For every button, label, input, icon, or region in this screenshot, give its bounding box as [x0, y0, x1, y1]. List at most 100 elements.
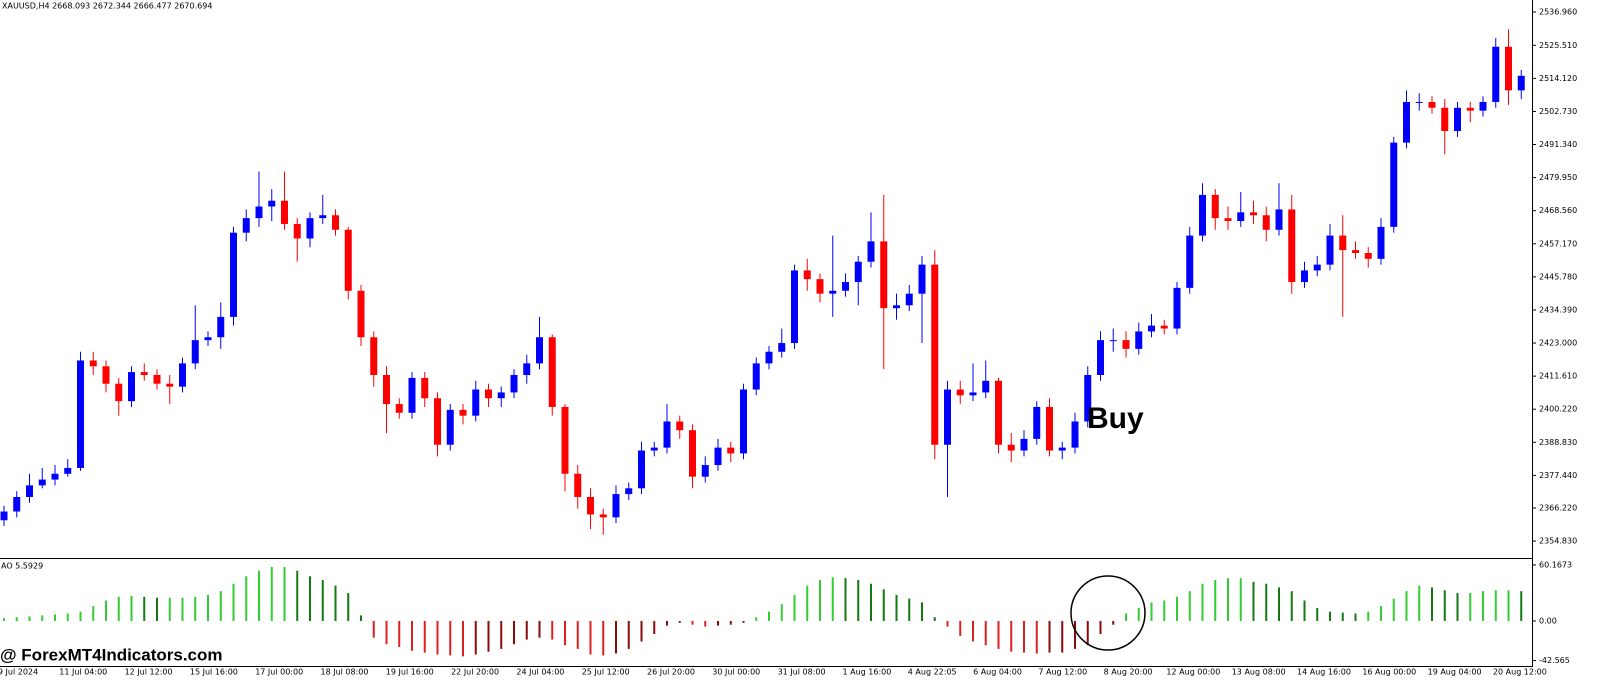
ao-bar	[768, 611, 770, 621]
candle-body	[179, 363, 186, 387]
x-tick-label: 20 Aug 12:00	[1493, 668, 1547, 677]
candle-body	[395, 404, 403, 413]
candle-body	[0, 511, 8, 521]
x-tick-label: 13 Aug 08:00	[1232, 668, 1286, 677]
ao-bar	[130, 595, 133, 621]
candle-body	[1479, 101, 1487, 111]
ao-bar	[933, 617, 936, 621]
ao-bar	[423, 620, 426, 653]
candle-body	[1326, 235, 1334, 265]
candle-body	[434, 398, 441, 445]
ao-bar	[1329, 611, 1331, 621]
y-tick-label: 2468.560	[1539, 206, 1577, 215]
ao-bar	[1227, 578, 1229, 621]
x-tick-label: 19 Aug 04:00	[1428, 668, 1482, 677]
candle-body	[663, 421, 671, 448]
ao-bar	[3, 618, 5, 621]
candle-body	[1415, 101, 1423, 103]
y-tick-label: 0.00	[1539, 616, 1557, 625]
y-tick-label: -42.565	[1539, 656, 1570, 665]
candle-body	[344, 229, 352, 291]
candle-body	[1058, 447, 1066, 451]
ao-bar	[258, 570, 260, 621]
ao-bar	[627, 620, 630, 649]
candle-body	[638, 450, 645, 489]
x-tick-label: 1 Aug 16:00	[842, 668, 891, 677]
y-tick-label: 60.1673	[1539, 560, 1572, 569]
ao-bar	[334, 585, 337, 621]
ao-bar	[1188, 591, 1191, 621]
ao-bar	[436, 620, 439, 655]
ao-bar	[487, 620, 490, 652]
candle-body	[115, 383, 123, 402]
ao-bar	[462, 620, 464, 657]
ao-bar	[946, 620, 949, 627]
ao-bar	[857, 580, 860, 621]
ao-bar	[1176, 596, 1178, 621]
ao-bar	[1112, 620, 1115, 625]
x-tick-label: 31 Jul 08:00	[778, 668, 826, 677]
candle-body	[370, 337, 378, 376]
candle-body	[357, 290, 365, 338]
ao-bar	[398, 620, 401, 648]
ao-bar	[780, 604, 783, 621]
candle-body	[332, 215, 339, 230]
ao-bar	[1061, 620, 1064, 653]
ao-bar	[1278, 587, 1280, 621]
candle-body	[880, 241, 888, 309]
ao-bar	[207, 594, 209, 621]
ao-bar	[372, 620, 375, 638]
ao-bar	[729, 620, 732, 625]
candle-body	[650, 447, 658, 451]
candle-body	[1122, 340, 1130, 349]
candle-body	[829, 290, 837, 294]
ao-bar	[1456, 593, 1459, 621]
y-tick-label: 2366.220	[1539, 503, 1577, 512]
candle-body	[714, 447, 722, 466]
ao-bar	[41, 615, 44, 621]
candle-body	[1377, 226, 1385, 259]
candle-body	[51, 473, 59, 480]
ao-bar	[793, 594, 796, 621]
ao-bar	[28, 616, 31, 621]
candle-body	[293, 223, 301, 239]
candle-body	[1199, 194, 1206, 236]
candle-body	[944, 389, 951, 445]
ao-bar	[1507, 590, 1510, 621]
candle-body	[676, 421, 684, 431]
ao-bar	[1520, 591, 1523, 621]
x-tick-label: 18 Jul 08:00	[321, 668, 369, 677]
candle-body	[931, 264, 939, 445]
symbol-header: XAUUSD,H4 2668.093 2672.344 2666.477 267…	[2, 2, 212, 11]
indicator-title: AO 5.5929	[1, 562, 43, 571]
candle-body	[408, 377, 416, 413]
ao-bar	[385, 620, 388, 645]
ao-bar	[1214, 580, 1217, 621]
candle-body	[1454, 107, 1461, 132]
candle-body	[1173, 287, 1181, 329]
ao-bar	[1482, 591, 1484, 621]
ao-bar	[1290, 591, 1293, 621]
candle-body	[982, 380, 990, 393]
ao-bar	[1405, 591, 1408, 621]
y-tick-label: 2388.830	[1539, 438, 1577, 447]
candle-body	[1390, 142, 1398, 227]
x-tick-label: 11 Jul 04:00	[59, 668, 107, 677]
x-tick-label: 19 Jul 16:00	[386, 668, 434, 677]
candle-body	[854, 261, 862, 283]
candle-body	[319, 215, 327, 219]
candle-body	[281, 200, 288, 224]
candle-body	[255, 206, 263, 219]
candle-body	[1428, 101, 1436, 108]
candle-body	[816, 279, 824, 294]
ao-bar	[1048, 620, 1051, 653]
candle-body	[268, 200, 276, 207]
candle-body	[446, 409, 454, 445]
candle-body	[1135, 331, 1143, 349]
y-tick-label: 2445.780	[1539, 272, 1577, 281]
ao-bar	[194, 596, 197, 621]
ao-bar	[1137, 607, 1140, 621]
x-tick-label: 12 Aug 00:00	[1166, 668, 1220, 677]
ao-bar	[143, 596, 146, 621]
x-tick-label: 16 Aug 00:00	[1362, 668, 1416, 677]
